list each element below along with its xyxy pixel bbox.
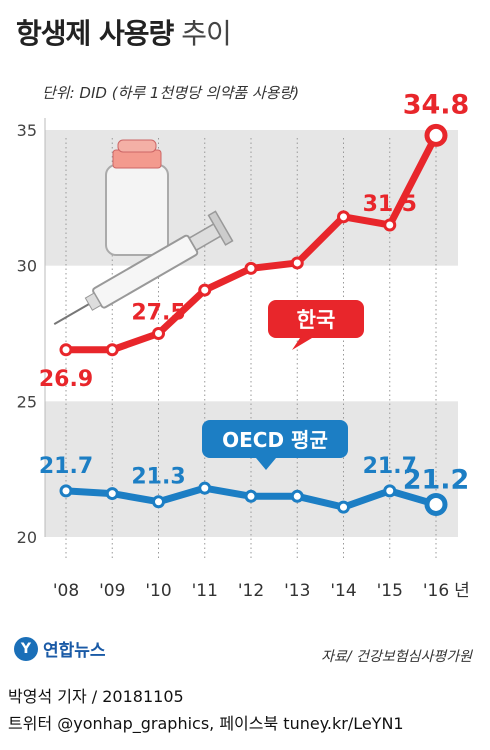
data-point <box>59 343 73 357</box>
y-tick-label: 30 <box>17 257 37 276</box>
x-tick-label: '09 <box>99 581 125 601</box>
yonhap-logo: Y 연합뉴스 <box>14 636 106 661</box>
data-label: 21.7 <box>363 454 417 479</box>
data-label: 27.5 <box>131 301 185 326</box>
data-point <box>59 484 73 498</box>
title-sub: 추이 <box>181 17 232 50</box>
data-label: 21.3 <box>131 465 185 490</box>
bottle-cap-top-icon <box>117 139 157 153</box>
bottle-cap-icon <box>112 149 162 169</box>
data-point <box>105 343 119 357</box>
credit-reporter: 박영석 기자 / 20181105 <box>8 687 184 706</box>
data-label: 34.8 <box>403 89 470 120</box>
chart-title: 항생제 사용량 추이 <box>16 12 232 52</box>
y-tick-label: 35 <box>17 121 37 140</box>
data-point <box>383 484 397 498</box>
logo-text: 연합뉴스 <box>43 641 106 661</box>
legend-korea-pointer <box>292 338 312 350</box>
data-label: 31.5 <box>363 192 417 217</box>
legend-oecd-label: OECD 평균 <box>222 428 328 452</box>
x-tick-label: '13 <box>284 581 310 601</box>
y-tick-label: 20 <box>17 528 37 547</box>
data-point <box>152 495 165 509</box>
data-point <box>383 218 397 232</box>
data-point <box>152 327 165 340</box>
y-tick-label: 25 <box>17 392 37 411</box>
data-point <box>244 489 258 503</box>
x-tick-label: '14 <box>330 581 356 601</box>
data-label: 21.7 <box>39 454 93 479</box>
data-point <box>424 123 448 147</box>
legend-korea-label: 한국 <box>297 308 336 332</box>
x-tick-label: '11 <box>192 581 218 601</box>
title-main: 항생제 사용량 <box>16 17 174 50</box>
data-label: 26.9 <box>39 367 93 392</box>
line-chart: 20 25 30 35 '08 '09 '10 '11 '12 '13 '14 '15 '16 년 26.9… <box>17 89 470 601</box>
unit-label: 단위: DID (하루 1천명당 의약품 사용량) <box>42 84 300 102</box>
data-point <box>337 500 350 514</box>
legend-korea-box <box>268 300 364 338</box>
data-point <box>105 487 119 501</box>
bottle-icon <box>105 164 169 256</box>
yonhap-logo-icon: Y <box>14 636 38 661</box>
x-tick-label: '08 <box>53 581 79 601</box>
x-tick-label: '10 <box>145 581 171 601</box>
data-point <box>198 481 212 495</box>
data-point <box>290 256 304 270</box>
x-tick-label: '12 <box>238 581 264 601</box>
data-point <box>198 283 212 297</box>
x-unit-label: 년 <box>454 581 470 601</box>
x-tick-label: '15 <box>377 581 403 601</box>
syringe-icon <box>53 210 234 325</box>
legend-oecd-box <box>202 420 348 458</box>
legend-oecd-pointer <box>256 458 276 470</box>
source-note: 자료/ 건강보험심사평가원 <box>321 649 472 665</box>
credit-social: 트위터 @yonhap_graphics, 페이스북 tuney.kr/LeYN… <box>8 714 404 733</box>
data-label: 21.2 <box>403 464 470 495</box>
data-point <box>290 489 304 503</box>
data-point <box>424 492 448 516</box>
x-tick-label: '16 <box>423 581 449 601</box>
data-point <box>244 261 258 275</box>
data-point <box>337 210 350 224</box>
